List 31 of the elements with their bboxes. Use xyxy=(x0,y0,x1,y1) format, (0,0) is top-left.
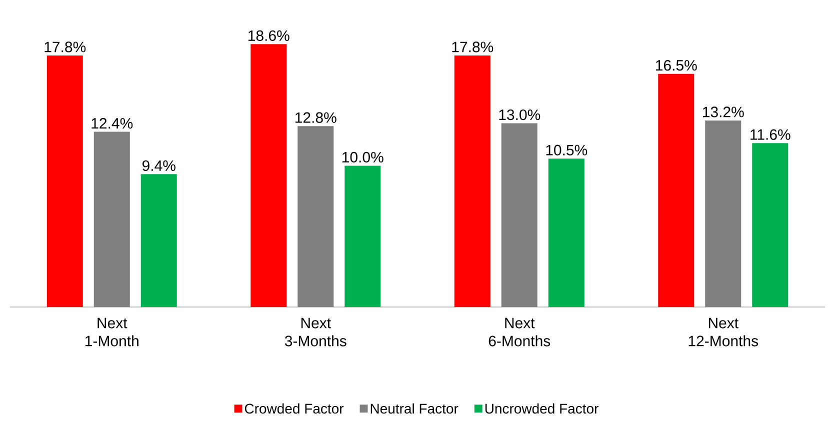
data-label: 13.2% xyxy=(703,106,744,118)
data-label: 12.4% xyxy=(92,118,133,129)
bar xyxy=(46,55,83,307)
x-tick-label: Next 12-Months xyxy=(688,318,758,346)
data-label: 11.6% xyxy=(750,129,790,140)
data-label: 10.0% xyxy=(342,152,384,162)
data-label: 18.6% xyxy=(248,30,290,41)
data-label: 10.5% xyxy=(546,144,588,156)
data-label: 9.4% xyxy=(142,160,176,171)
legend-label: Neutral Factor xyxy=(370,403,458,414)
data-label: 13.0% xyxy=(499,109,540,120)
data-label: 17.8% xyxy=(452,42,494,52)
bar xyxy=(250,44,287,307)
data-label: 16.5% xyxy=(656,60,697,71)
bar xyxy=(344,166,381,307)
legend-label: Uncrowded Factor xyxy=(485,403,598,414)
x-tick-label: Next 1-Month xyxy=(86,318,138,346)
bar xyxy=(94,132,130,307)
x-tick-label: Next 3-Months xyxy=(284,318,346,346)
bar xyxy=(140,174,177,307)
bar xyxy=(548,158,584,307)
bar xyxy=(658,74,694,307)
bar xyxy=(454,55,490,307)
bar xyxy=(298,126,334,307)
data-label: 12.8% xyxy=(296,112,336,123)
data-label: 17.8% xyxy=(44,42,86,52)
bar xyxy=(752,143,788,307)
legend-label: Crowded Factor xyxy=(244,403,344,414)
x-tick-label: Next 6-Months xyxy=(488,318,550,346)
bar xyxy=(705,120,742,307)
bar xyxy=(501,123,538,307)
